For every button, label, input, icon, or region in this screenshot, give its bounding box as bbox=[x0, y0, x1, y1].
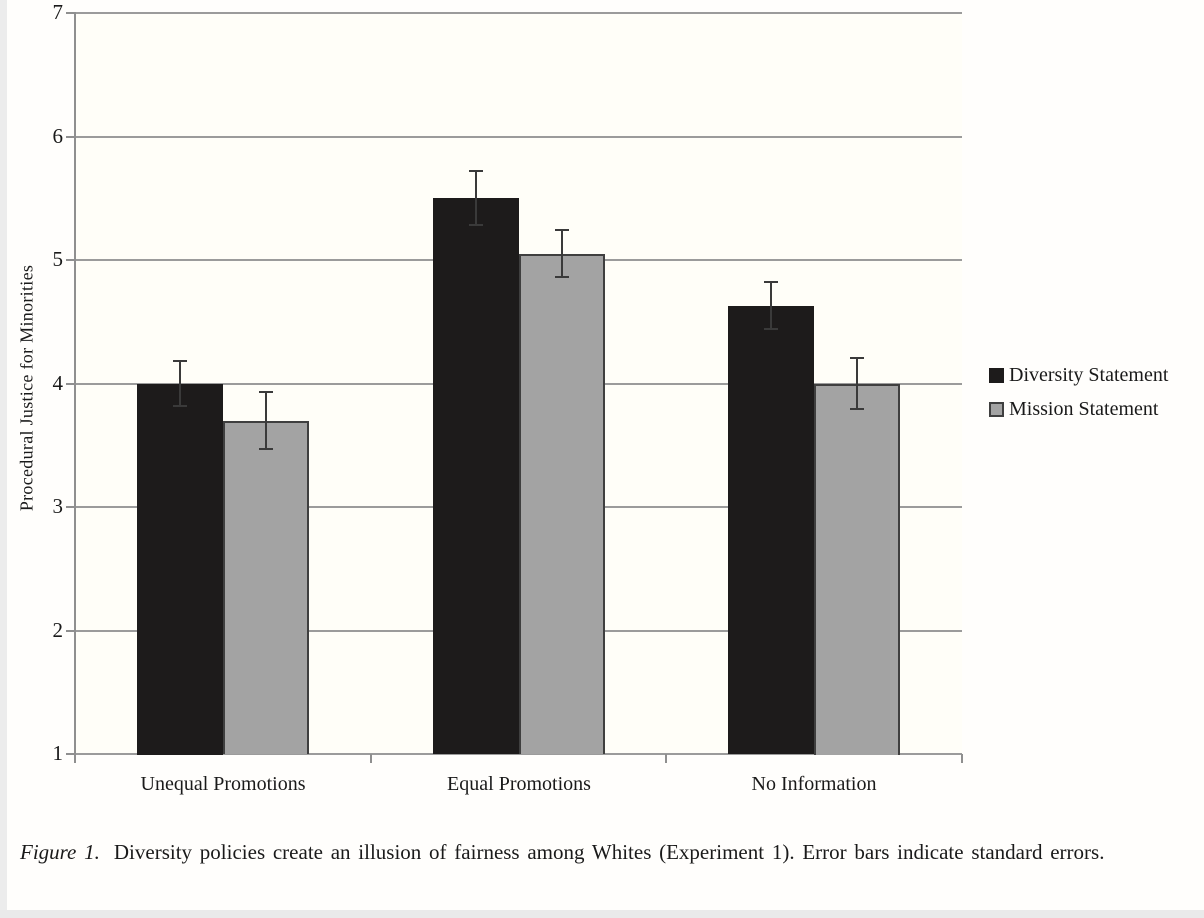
legend-swatch-icon bbox=[989, 367, 1004, 383]
bar-chart: Procedural Justice for Minorities Divers… bbox=[17, 0, 1169, 795]
figure-caption-text: Diversity policies create an illusion of… bbox=[113, 840, 1105, 864]
bar-diversity-statement bbox=[433, 198, 519, 754]
bar-diversity-statement bbox=[137, 384, 223, 755]
legend-entry: Mission Statement bbox=[989, 397, 1168, 421]
bar-mission-statement bbox=[223, 421, 309, 754]
gridline bbox=[75, 753, 962, 755]
y-tick bbox=[66, 630, 75, 632]
x-axis-label: Unequal Promotions bbox=[140, 773, 306, 795]
x-tick bbox=[74, 754, 76, 763]
y-tick-label: 5 bbox=[52, 247, 64, 271]
error-bar-cap-top bbox=[469, 170, 483, 172]
error-bar-line bbox=[770, 282, 772, 329]
error-bar-cap-top bbox=[555, 229, 569, 231]
figure-caption: Figure 1. Diversity policies create an il… bbox=[20, 836, 1105, 869]
y-tick-label: 3 bbox=[52, 494, 64, 518]
x-tick bbox=[370, 754, 372, 763]
legend-label: Mission Statement bbox=[1009, 397, 1159, 420]
legend-entry: Diversity Statement bbox=[989, 363, 1168, 387]
y-tick-label: 1 bbox=[52, 741, 64, 765]
bar-diversity-statement bbox=[728, 306, 814, 754]
error-bar-cap-bottom bbox=[764, 328, 778, 330]
legend: Diversity Statement Mission Statement bbox=[989, 363, 1168, 431]
bar-mission-statement bbox=[519, 254, 605, 754]
y-tick bbox=[66, 753, 75, 755]
error-bar-line bbox=[561, 230, 563, 277]
legend-label: Diversity Statement bbox=[1009, 363, 1169, 386]
error-bar-line bbox=[475, 171, 477, 225]
error-bar-cap-bottom bbox=[555, 276, 569, 278]
x-axis-label: No Information bbox=[751, 773, 877, 795]
error-bar-cap-bottom bbox=[469, 224, 483, 226]
error-bar-cap-top bbox=[173, 360, 187, 362]
y-tick bbox=[66, 506, 75, 508]
error-bar-line bbox=[265, 392, 267, 449]
error-bar-cap-top bbox=[764, 281, 778, 283]
gridline bbox=[75, 12, 962, 14]
y-tick-label: 4 bbox=[52, 371, 64, 395]
gridline bbox=[75, 136, 962, 138]
error-bar-cap-bottom bbox=[850, 408, 864, 410]
y-tick-label: 6 bbox=[52, 124, 64, 148]
error-bar-line bbox=[856, 358, 858, 410]
page-edge-bottom bbox=[0, 910, 1204, 918]
x-tick bbox=[961, 754, 963, 763]
page-edge-left bbox=[0, 0, 7, 910]
error-bar-cap-bottom bbox=[259, 448, 273, 450]
y-tick bbox=[66, 259, 75, 261]
error-bar-cap-top bbox=[850, 357, 864, 359]
error-bar-cap-bottom bbox=[173, 405, 187, 407]
figure-caption-label: Figure 1. bbox=[20, 840, 100, 864]
bar-mission-statement bbox=[814, 384, 900, 755]
y-tick-label: 7 bbox=[52, 0, 64, 24]
y-tick bbox=[66, 12, 75, 14]
y-tick bbox=[66, 383, 75, 385]
y-tick-label: 2 bbox=[52, 618, 64, 642]
error-bar-cap-top bbox=[259, 391, 273, 393]
y-tick bbox=[66, 136, 75, 138]
error-bar-line bbox=[179, 361, 181, 405]
legend-swatch-icon bbox=[989, 401, 1004, 417]
y-axis-line bbox=[74, 12, 76, 763]
x-axis-label: Equal Promotions bbox=[447, 773, 591, 795]
x-tick bbox=[665, 754, 667, 763]
